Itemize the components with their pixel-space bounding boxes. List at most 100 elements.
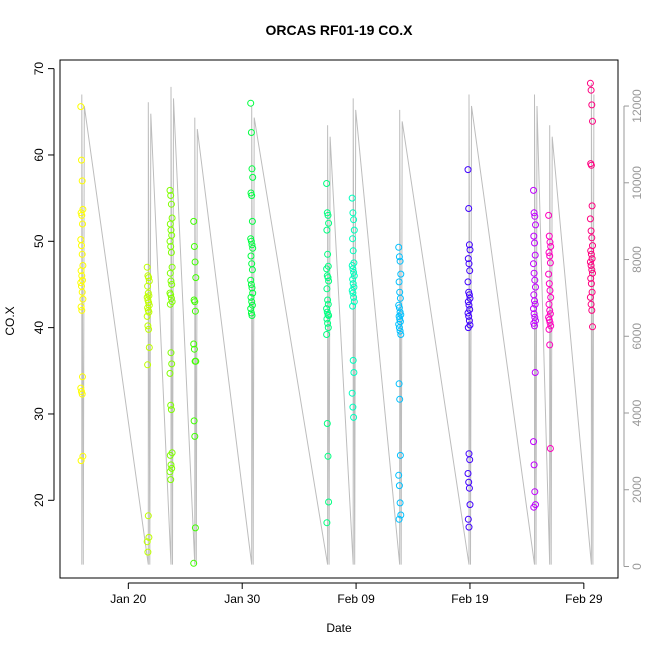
data-point	[586, 258, 594, 266]
data-point	[323, 519, 331, 527]
data-point	[531, 322, 538, 330]
data-point	[247, 293, 255, 301]
data-point	[167, 401, 175, 409]
data-point	[323, 265, 331, 273]
data-point	[166, 300, 174, 308]
data-point	[167, 200, 175, 208]
data-point	[397, 511, 405, 519]
data-point	[587, 86, 595, 94]
data-point	[248, 266, 256, 274]
data-point	[166, 468, 174, 476]
data-point	[78, 242, 85, 250]
data-point	[248, 192, 256, 199]
data-point	[547, 293, 555, 301]
data-point	[546, 319, 554, 326]
data-point	[350, 413, 358, 421]
y2-tick-label: 2000	[630, 476, 644, 503]
data-point	[546, 259, 554, 267]
data-point	[166, 369, 174, 377]
data-point	[324, 324, 332, 332]
data-point	[192, 357, 200, 365]
data-point	[79, 220, 86, 228]
data-point	[395, 243, 403, 251]
data-point	[531, 300, 539, 308]
data-point	[465, 523, 473, 531]
y-tick-label: 70	[32, 62, 46, 76]
data-point	[191, 432, 199, 440]
y2-tick-label: 8000	[630, 246, 644, 273]
data-points-layer	[77, 79, 596, 567]
data-point	[587, 262, 595, 269]
data-point	[531, 488, 539, 496]
data-point	[192, 274, 200, 282]
data-point	[79, 295, 87, 303]
data-point	[247, 281, 255, 288]
plot-frame	[59, 59, 619, 579]
data-point	[324, 311, 332, 319]
data-point	[588, 202, 596, 210]
y2-tick-label: 0	[630, 563, 644, 570]
data-point	[324, 296, 332, 304]
data-point	[349, 356, 357, 364]
data-point	[248, 165, 256, 173]
data-point	[464, 515, 472, 523]
data-point	[531, 239, 538, 247]
data-point	[190, 559, 198, 567]
data-point	[166, 451, 174, 459]
data-point	[323, 285, 331, 293]
data-point	[466, 246, 474, 254]
data-point	[586, 215, 594, 223]
data-point	[167, 406, 175, 414]
data-point	[464, 324, 472, 332]
data-point	[190, 243, 198, 250]
data-point	[395, 320, 403, 328]
data-point	[397, 270, 405, 278]
data-point	[145, 325, 153, 333]
data-point	[191, 298, 199, 306]
data-point	[78, 390, 86, 398]
data-point	[191, 524, 199, 532]
y-axis-label: CO.X	[3, 306, 17, 335]
x-tick-label: Feb 09	[337, 592, 375, 606]
data-point	[465, 291, 473, 299]
data-point	[349, 302, 357, 310]
data-point	[350, 293, 358, 301]
data-point	[531, 251, 539, 259]
data-point	[348, 262, 356, 269]
data-point	[143, 263, 151, 271]
data-point	[350, 226, 358, 234]
data-point	[167, 192, 175, 199]
data-point	[248, 217, 256, 225]
data-point	[191, 307, 199, 315]
data-point	[168, 464, 176, 472]
data-point	[323, 331, 331, 338]
data-point	[247, 305, 255, 313]
data-point	[166, 186, 174, 194]
data-point	[349, 403, 357, 411]
data-point	[531, 369, 539, 376]
data-point	[248, 312, 256, 319]
data-point	[589, 117, 596, 125]
data-point	[396, 499, 404, 507]
data-point	[145, 533, 153, 541]
data-point	[78, 306, 86, 314]
data-point	[464, 309, 472, 317]
data-point	[349, 275, 357, 283]
data-point	[532, 283, 539, 291]
axes-layer: Jan 20 Jan 30 Feb 09 Feb 19 Feb 29 20 30 40 50 60…	[32, 62, 644, 606]
data-point	[349, 265, 357, 273]
data-point	[145, 274, 153, 282]
data-point	[144, 512, 152, 520]
data-point	[587, 280, 595, 288]
data-point	[396, 257, 404, 265]
data-point	[191, 258, 199, 266]
y2-tick-label: 12000	[630, 89, 644, 123]
y-tick-label: 20	[32, 493, 46, 507]
data-point	[247, 129, 255, 136]
data-point	[587, 227, 595, 235]
data-point	[588, 266, 596, 274]
data-point	[78, 156, 85, 164]
data-point	[77, 267, 85, 275]
data-point	[587, 274, 595, 282]
data-point	[589, 323, 596, 331]
